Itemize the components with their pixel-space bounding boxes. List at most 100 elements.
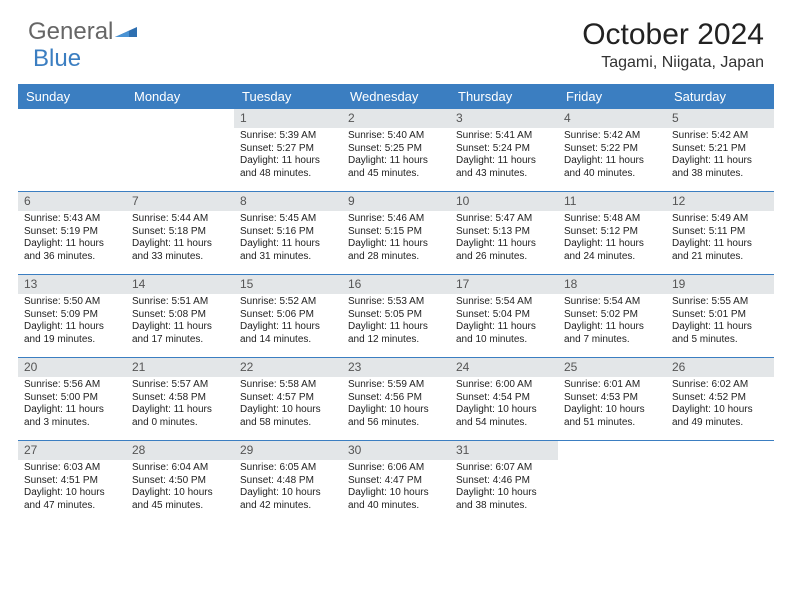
daylight-line: Daylight: 11 hours and 48 minutes. — [240, 155, 336, 180]
sunrise-line: Sunrise: 5:54 AM — [564, 296, 660, 309]
calendar-cell: 27Sunrise: 6:03 AMSunset: 4:51 PMDayligh… — [18, 441, 126, 523]
day-info: Sunrise: 5:55 AMSunset: 5:01 PMDaylight:… — [666, 294, 774, 350]
sunrise-line: Sunrise: 6:01 AM — [564, 379, 660, 392]
daylight-line: Daylight: 11 hours and 21 minutes. — [672, 238, 768, 263]
calendar-cell: 11Sunrise: 5:48 AMSunset: 5:12 PMDayligh… — [558, 192, 666, 274]
day-number: 28 — [126, 441, 234, 460]
day-info: Sunrise: 5:47 AMSunset: 5:13 PMDaylight:… — [450, 211, 558, 267]
sunrise-line: Sunrise: 5:40 AM — [348, 130, 444, 143]
sunset-line: Sunset: 5:25 PM — [348, 143, 444, 156]
sunrise-line: Sunrise: 5:42 AM — [672, 130, 768, 143]
calendar-cell: 16Sunrise: 5:53 AMSunset: 5:05 PMDayligh… — [342, 275, 450, 357]
day-number: 18 — [558, 275, 666, 294]
day-info: Sunrise: 5:54 AMSunset: 5:02 PMDaylight:… — [558, 294, 666, 350]
sunrise-line: Sunrise: 5:56 AM — [24, 379, 120, 392]
day-number: 1 — [234, 109, 342, 128]
sunrise-line: Sunrise: 6:03 AM — [24, 462, 120, 475]
calendar-cell: 25Sunrise: 6:01 AMSunset: 4:53 PMDayligh… — [558, 358, 666, 440]
calendar-cell-empty — [666, 441, 774, 523]
sunrise-line: Sunrise: 5:53 AM — [348, 296, 444, 309]
calendar-cell: 18Sunrise: 5:54 AMSunset: 5:02 PMDayligh… — [558, 275, 666, 357]
daylight-line: Daylight: 11 hours and 3 minutes. — [24, 404, 120, 429]
calendar-cell-empty — [558, 441, 666, 523]
calendar-week: 27Sunrise: 6:03 AMSunset: 4:51 PMDayligh… — [18, 440, 774, 523]
calendar-cell: 4Sunrise: 5:42 AMSunset: 5:22 PMDaylight… — [558, 109, 666, 191]
daylight-line: Daylight: 11 hours and 31 minutes. — [240, 238, 336, 263]
calendar-cell: 26Sunrise: 6:02 AMSunset: 4:52 PMDayligh… — [666, 358, 774, 440]
daylight-line: Daylight: 11 hours and 5 minutes. — [672, 321, 768, 346]
page-header: General October 2024 Tagami, Niigata, Ja… — [0, 0, 792, 80]
location-subtitle: Tagami, Niigata, Japan — [582, 54, 764, 72]
sunrise-line: Sunrise: 6:06 AM — [348, 462, 444, 475]
daylight-line: Daylight: 10 hours and 40 minutes. — [348, 487, 444, 512]
calendar-cell: 8Sunrise: 5:45 AMSunset: 5:16 PMDaylight… — [234, 192, 342, 274]
day-number: 19 — [666, 275, 774, 294]
day-info: Sunrise: 6:01 AMSunset: 4:53 PMDaylight:… — [558, 377, 666, 433]
day-number: 9 — [342, 192, 450, 211]
sunset-line: Sunset: 5:19 PM — [24, 226, 120, 239]
day-info: Sunrise: 5:43 AMSunset: 5:19 PMDaylight:… — [18, 211, 126, 267]
day-info: Sunrise: 5:46 AMSunset: 5:15 PMDaylight:… — [342, 211, 450, 267]
day-number: 11 — [558, 192, 666, 211]
daylight-line: Daylight: 11 hours and 7 minutes. — [564, 321, 660, 346]
sunset-line: Sunset: 5:22 PM — [564, 143, 660, 156]
day-number: 21 — [126, 358, 234, 377]
day-info: Sunrise: 6:06 AMSunset: 4:47 PMDaylight:… — [342, 460, 450, 516]
day-number: 6 — [18, 192, 126, 211]
logo-text-2: Blue — [33, 45, 81, 73]
weekday-header: Monday — [126, 84, 234, 109]
day-number: 2 — [342, 109, 450, 128]
calendar-cell: 30Sunrise: 6:06 AMSunset: 4:47 PMDayligh… — [342, 441, 450, 523]
day-info: Sunrise: 5:39 AMSunset: 5:27 PMDaylight:… — [234, 128, 342, 184]
calendar-cell: 5Sunrise: 5:42 AMSunset: 5:21 PMDaylight… — [666, 109, 774, 191]
calendar-cell: 15Sunrise: 5:52 AMSunset: 5:06 PMDayligh… — [234, 275, 342, 357]
sunrise-line: Sunrise: 5:48 AM — [564, 213, 660, 226]
day-number: 24 — [450, 358, 558, 377]
daylight-line: Daylight: 10 hours and 49 minutes. — [672, 404, 768, 429]
sunset-line: Sunset: 5:12 PM — [564, 226, 660, 239]
sunset-line: Sunset: 4:54 PM — [456, 392, 552, 405]
day-number: 8 — [234, 192, 342, 211]
day-info: Sunrise: 6:04 AMSunset: 4:50 PMDaylight:… — [126, 460, 234, 516]
sunset-line: Sunset: 5:08 PM — [132, 309, 228, 322]
day-number: 10 — [450, 192, 558, 211]
day-info: Sunrise: 6:03 AMSunset: 4:51 PMDaylight:… — [18, 460, 126, 516]
day-number: 17 — [450, 275, 558, 294]
logo: General — [28, 18, 139, 46]
sunset-line: Sunset: 5:02 PM — [564, 309, 660, 322]
sunset-line: Sunset: 5:09 PM — [24, 309, 120, 322]
calendar-cell: 13Sunrise: 5:50 AMSunset: 5:09 PMDayligh… — [18, 275, 126, 357]
day-info: Sunrise: 5:58 AMSunset: 4:57 PMDaylight:… — [234, 377, 342, 433]
calendar-cell: 14Sunrise: 5:51 AMSunset: 5:08 PMDayligh… — [126, 275, 234, 357]
title-block: October 2024 Tagami, Niigata, Japan — [582, 18, 764, 72]
sunrise-line: Sunrise: 5:45 AM — [240, 213, 336, 226]
day-number: 12 — [666, 192, 774, 211]
day-number: 22 — [234, 358, 342, 377]
sunset-line: Sunset: 4:52 PM — [672, 392, 768, 405]
calendar-cell: 3Sunrise: 5:41 AMSunset: 5:24 PMDaylight… — [450, 109, 558, 191]
day-info: Sunrise: 5:45 AMSunset: 5:16 PMDaylight:… — [234, 211, 342, 267]
daylight-line: Daylight: 10 hours and 45 minutes. — [132, 487, 228, 512]
sunrise-line: Sunrise: 5:46 AM — [348, 213, 444, 226]
sunset-line: Sunset: 4:47 PM — [348, 475, 444, 488]
daylight-line: Daylight: 11 hours and 40 minutes. — [564, 155, 660, 180]
sunset-line: Sunset: 5:04 PM — [456, 309, 552, 322]
day-number: 5 — [666, 109, 774, 128]
calendar-cell: 12Sunrise: 5:49 AMSunset: 5:11 PMDayligh… — [666, 192, 774, 274]
sunrise-line: Sunrise: 6:05 AM — [240, 462, 336, 475]
day-number: 13 — [18, 275, 126, 294]
weekday-header: Sunday — [18, 84, 126, 109]
day-number: 7 — [126, 192, 234, 211]
day-info: Sunrise: 5:44 AMSunset: 5:18 PMDaylight:… — [126, 211, 234, 267]
sunset-line: Sunset: 5:27 PM — [240, 143, 336, 156]
daylight-line: Daylight: 10 hours and 42 minutes. — [240, 487, 336, 512]
sunrise-line: Sunrise: 5:47 AM — [456, 213, 552, 226]
day-info: Sunrise: 6:00 AMSunset: 4:54 PMDaylight:… — [450, 377, 558, 433]
sunrise-line: Sunrise: 5:44 AM — [132, 213, 228, 226]
day-info: Sunrise: 5:48 AMSunset: 5:12 PMDaylight:… — [558, 211, 666, 267]
weekday-header: Tuesday — [234, 84, 342, 109]
sunrise-line: Sunrise: 5:52 AM — [240, 296, 336, 309]
weekday-header: Friday — [558, 84, 666, 109]
daylight-line: Daylight: 11 hours and 17 minutes. — [132, 321, 228, 346]
day-info: Sunrise: 5:49 AMSunset: 5:11 PMDaylight:… — [666, 211, 774, 267]
